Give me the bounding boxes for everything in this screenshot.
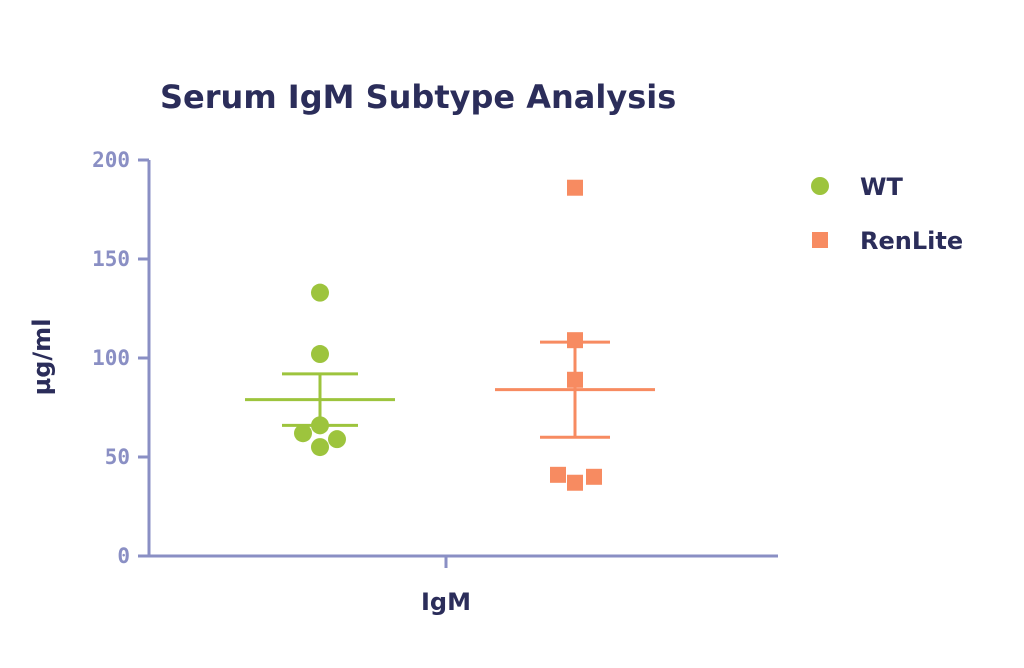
legend-label-wt: WT	[860, 173, 903, 201]
y-tick-label: 150	[92, 247, 130, 271]
data-point-wt	[311, 416, 329, 435]
data-point-wt	[311, 283, 329, 302]
x-ticks: IgM	[421, 556, 471, 616]
y-axis-label: µg/ml	[28, 319, 56, 396]
axes	[147, 160, 778, 558]
y-tick-label: 50	[105, 445, 130, 469]
data-point-renlite	[567, 371, 583, 388]
data-point-renlite	[586, 468, 602, 485]
y-ticks: 0 50 100 150 200	[92, 148, 149, 568]
y-tick-label: 0	[117, 544, 130, 568]
data-point-wt	[328, 430, 346, 449]
data-point-wt	[311, 438, 329, 457]
y-tick-label: 200	[92, 148, 130, 172]
data-point-renlite	[567, 474, 583, 491]
legend-marker-renlite	[812, 232, 828, 248]
data-point-renlite	[567, 332, 583, 349]
data-points	[294, 179, 602, 491]
y-tick-label: 100	[92, 346, 130, 370]
legend: WT RenLite	[811, 173, 963, 255]
data-point-wt	[311, 345, 329, 364]
data-point-wt	[294, 424, 312, 443]
data-point-renlite	[567, 179, 583, 196]
data-point-renlite	[550, 466, 566, 483]
chart-title: Serum IgM Subtype Analysis	[160, 78, 676, 116]
x-tick-label: IgM	[421, 588, 471, 616]
error-bars	[245, 340, 655, 439]
legend-label-renlite: RenLite	[860, 227, 963, 255]
legend-marker-wt	[811, 177, 829, 195]
